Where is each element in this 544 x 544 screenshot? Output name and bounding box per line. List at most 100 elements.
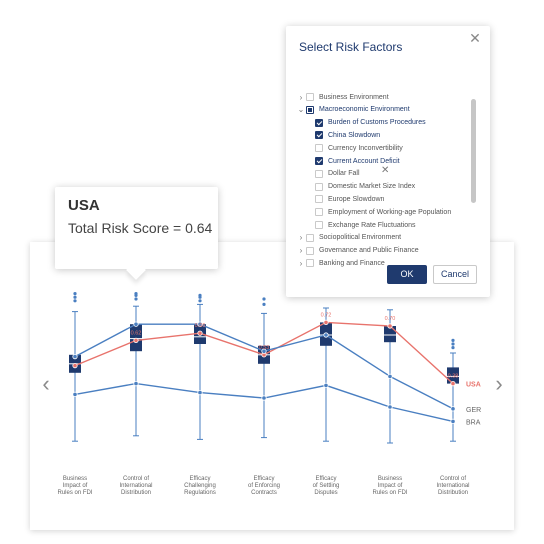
checkbox[interactable] <box>315 182 323 191</box>
series-end-label: BRA <box>466 419 481 426</box>
series-point <box>450 406 456 412</box>
series-point <box>197 390 203 396</box>
tree-item[interactable]: Europe Slowdown <box>306 193 384 205</box>
scrollbar-thumb[interactable] <box>471 99 476 203</box>
checkbox[interactable] <box>315 195 323 204</box>
series-point <box>133 337 139 344</box>
data-label: 0.62 <box>131 330 142 336</box>
data-label: 0.53 <box>259 345 270 351</box>
tree-item[interactable]: Dollar Fall <box>306 168 360 180</box>
series-point <box>323 319 329 326</box>
tree-item[interactable]: China Slowdown <box>306 129 380 141</box>
series-point <box>387 373 393 379</box>
series-point <box>133 381 139 387</box>
dialog-title: Select Risk Factors <box>299 40 403 54</box>
cancel-button[interactable]: Cancel <box>433 265 477 284</box>
outlier-point <box>73 292 77 296</box>
tooltip-score: Total Risk Score = 0.64 <box>68 220 213 236</box>
tree-item[interactable]: Current Account Deficit <box>306 155 400 167</box>
tree-item-label: China Slowdown <box>328 131 381 139</box>
tree-item-label: Burden of Customs Procedures <box>328 119 426 127</box>
category-label: Efficacy Challenging Regulations <box>184 476 216 496</box>
chevron-down-icon[interactable]: ⌄ <box>297 105 305 115</box>
series-point <box>261 395 267 401</box>
chevron-right-icon[interactable]: › <box>495 371 503 396</box>
tree-item-label: Dollar Fall <box>328 170 360 178</box>
chevron-right-icon[interactable]: › <box>299 233 303 243</box>
chevron-right-icon[interactable]: › <box>299 92 303 102</box>
tree-item-label: Current Account Deficit <box>328 157 400 165</box>
series-end-label: USA <box>466 382 481 389</box>
checkbox[interactable] <box>306 105 314 114</box>
tree-item[interactable]: Exchange Rate Fluctuations <box>306 219 416 231</box>
outlier-point <box>73 295 77 299</box>
checkbox[interactable] <box>306 93 314 101</box>
chevron-left-icon[interactable]: ‹ <box>42 371 50 396</box>
category-label: Efficacy of Enforcing Contracts <box>247 476 281 496</box>
checkbox[interactable] <box>306 246 314 255</box>
tree-item[interactable]: › Governance and Public Finance <box>296 245 419 257</box>
outlier-point <box>262 302 266 306</box>
tooltip-country: USA <box>68 197 100 214</box>
tree-item[interactable]: ⌄ Macroeconomic Environment <box>296 104 410 116</box>
data-label: 0.72 <box>321 312 332 318</box>
series-point <box>133 321 139 327</box>
outlier-point <box>198 293 202 297</box>
category-label: Control of International Distribution <box>436 476 470 496</box>
outlier-point <box>134 292 138 296</box>
category-label: Business Impact of Rules on FDI <box>372 476 408 496</box>
checkbox[interactable] <box>315 157 323 165</box>
tree-item-label: Europe Slowdown <box>328 195 385 203</box>
box-body <box>130 324 142 352</box>
tree-item-label: Currency Inconvertibility <box>328 144 403 152</box>
checkbox[interactable] <box>315 208 323 217</box>
close-icon[interactable]: ✕ <box>469 30 481 46</box>
box-plot-chart: USA GER BRA 0.62 0.66 0.53 0.72 0.70 0.38 <box>69 292 481 444</box>
tree-item[interactable]: Currency Inconvertibility <box>306 142 403 154</box>
tree-item[interactable]: Employment of Working-age Population <box>306 206 451 218</box>
series-point <box>72 363 78 369</box>
checkbox[interactable] <box>315 221 323 229</box>
checkbox[interactable] <box>306 259 314 268</box>
chevron-right-icon[interactable]: › <box>299 258 303 268</box>
checkbox[interactable] <box>315 118 323 127</box>
tree-item-label: Macroeconomic Environment <box>319 106 410 114</box>
outlier-point <box>451 338 455 342</box>
series-point <box>72 354 78 360</box>
series-point <box>323 332 329 338</box>
outlier-point <box>134 297 138 301</box>
outlier-point <box>451 346 455 350</box>
data-label: 0.70 <box>385 316 396 322</box>
checkbox[interactable] <box>315 131 323 140</box>
checkbox[interactable] <box>306 233 314 242</box>
checkbox[interactable] <box>315 169 323 178</box>
category-label: Efficacy of Settling Disputes <box>312 476 340 496</box>
tree-item[interactable]: Domestic Market Size Index <box>306 181 415 193</box>
series-point <box>450 381 456 387</box>
chevron-right-icon[interactable]: › <box>299 246 303 256</box>
mouse-cursor-icon: ✕ <box>381 165 390 176</box>
series-point <box>387 404 393 410</box>
outlier-point <box>262 297 266 301</box>
data-label: 0.38 <box>448 374 459 380</box>
series-point <box>197 321 203 327</box>
tree-item[interactable]: › Sociopolitical Environment <box>296 232 401 244</box>
tree-item-label: Exchange Rate Fluctuations <box>328 221 416 229</box>
category-label: Business Impact of Rules on FDI <box>57 476 93 496</box>
series-point <box>323 382 329 388</box>
risk-factor-tree: › Business Environment ⌄ Macroeconomic Envi… <box>286 91 476 276</box>
tree-item-label: Business Environment <box>319 93 389 101</box>
series-point <box>450 418 456 424</box>
ok-button[interactable]: OK <box>387 265 427 284</box>
tree-item[interactable]: › Business Environment <box>296 91 389 103</box>
tree-item[interactable]: Burden of Customs Procedures <box>306 117 426 129</box>
tree-item-label: Banking and Finance <box>319 259 385 267</box>
tree-item-label: Sociopolitical Environment <box>319 234 402 242</box>
series-point <box>72 391 78 397</box>
box-body <box>384 326 396 343</box>
tree-item[interactable]: › Banking and Finance <box>296 257 385 269</box>
series-point <box>387 323 393 329</box>
outlier-point <box>198 299 202 303</box>
checkbox[interactable] <box>315 144 323 153</box>
outlier-point <box>73 299 77 303</box>
